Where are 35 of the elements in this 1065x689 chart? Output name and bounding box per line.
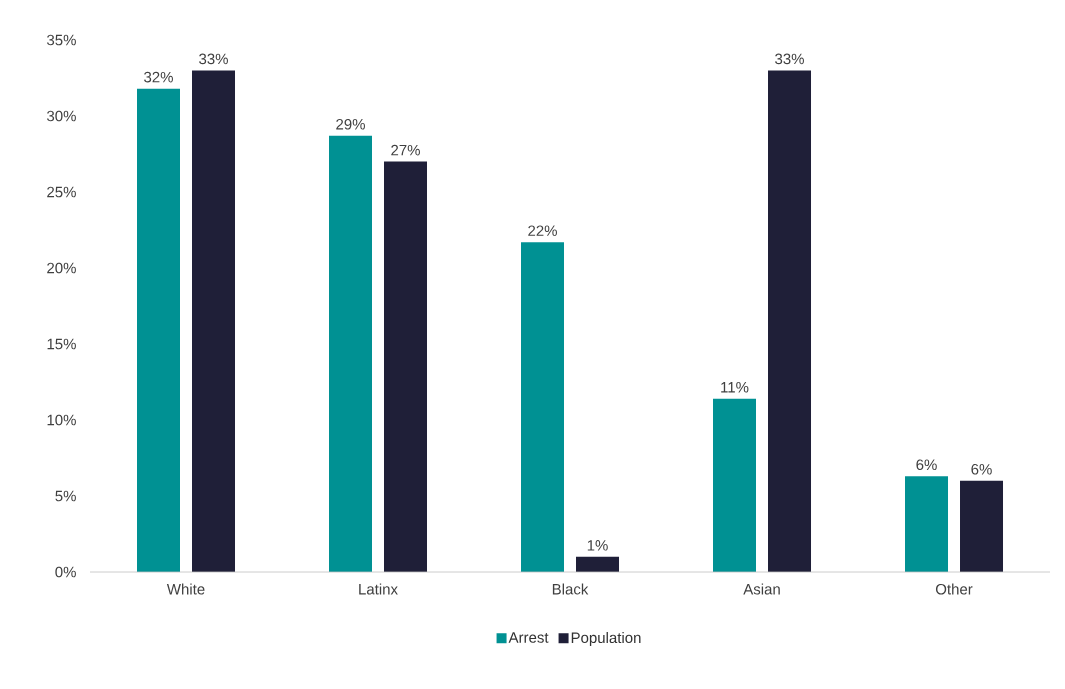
bar [192, 70, 236, 572]
data-label: 27% [391, 144, 420, 156]
data-label: 11% [721, 382, 749, 393]
y-tick-label: 0% [55, 566, 76, 578]
data-label: 6% [971, 463, 992, 475]
data-label: 32% [144, 71, 173, 83]
bar [521, 242, 565, 572]
legend-label: Population [571, 632, 641, 647]
y-tick-label: 15% [47, 338, 76, 350]
data-label: 1% [587, 540, 608, 551]
y-tick-label: 20% [47, 262, 76, 274]
bar [137, 88, 180, 572]
y-tick-label: 35% [47, 34, 76, 46]
bar [576, 556, 620, 572]
bar [384, 161, 428, 572]
legend-label: Arrest [508, 632, 549, 643]
x-tick-label: White [166, 583, 205, 595]
x-tick-label: Other [935, 583, 973, 595]
data-label: 33% [199, 53, 228, 65]
bar [768, 70, 812, 572]
x-tick-label: Latinx [359, 583, 398, 595]
x-tick-label: Black [552, 583, 589, 595]
y-tick-label: 5% [55, 490, 76, 502]
data-label: 29% [336, 118, 365, 130]
bar [713, 398, 757, 572]
bar [905, 476, 949, 572]
data-label: 6% [916, 459, 937, 471]
y-tick-label: 25% [47, 186, 76, 198]
data-label: 22% [528, 225, 557, 236]
data-label: 33% [775, 53, 804, 65]
bar [329, 135, 372, 572]
y-tick-label: 10% [47, 414, 76, 426]
y-tick-label: 30% [47, 110, 76, 122]
bar [960, 480, 1004, 572]
x-tick-label: Asian [743, 583, 780, 595]
